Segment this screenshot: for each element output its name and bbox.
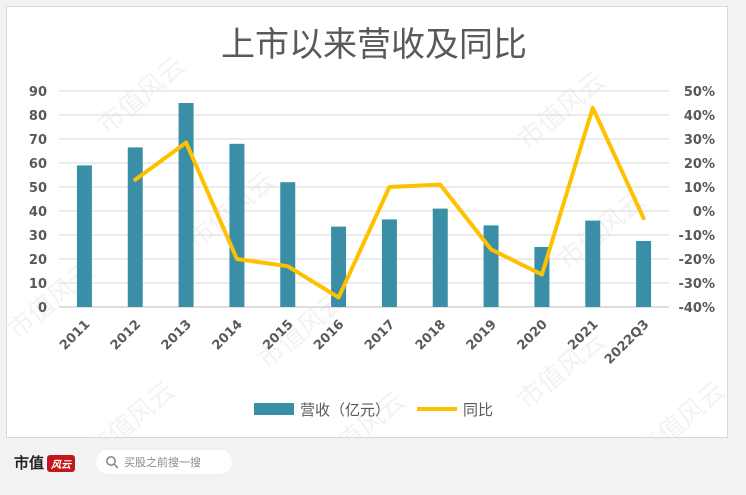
- search-placeholder: 买股之前搜一搜: [124, 456, 201, 469]
- y-axis-left: 0 10 20 30 40 50 60 70 80 90: [29, 85, 47, 316]
- y-left-tick-label: 70: [29, 133, 47, 148]
- grid-lines: [59, 90, 669, 308]
- y-left-tick-label: 30: [29, 229, 47, 244]
- legend: 营收（亿元） 同比: [254, 401, 493, 419]
- x-tick-label: 2017: [362, 317, 398, 353]
- x-tick-label: 2022Q3: [602, 317, 652, 367]
- y-right-tick-label: 0%: [693, 205, 715, 220]
- chart: 市值风云市值风云市值风云市值风云市值风云市值风云市值风云市值风云市值风云市值风云…: [7, 25, 727, 437]
- y-left-tick-label: 60: [29, 157, 47, 172]
- y-left-tick-label: 50: [29, 181, 47, 196]
- y-right-tick-label: 20%: [684, 157, 715, 172]
- y-left-tick-label: 90: [29, 85, 47, 100]
- x-tick-label: 2018: [413, 317, 449, 353]
- bar: [483, 225, 499, 307]
- bar: [76, 165, 92, 307]
- footer: 市值 风云 买股之前搜一搜: [0, 440, 746, 495]
- bar: [432, 208, 448, 307]
- y-right-tick-label: -10%: [678, 229, 715, 244]
- bar: [280, 182, 296, 307]
- brand[interactable]: 市值 风云: [14, 452, 76, 473]
- x-tick-label: 2013: [159, 317, 195, 353]
- y-left-tick-label: 40: [29, 205, 47, 220]
- legend-swatch-bar: [254, 403, 294, 415]
- watermark-text: 市值风云: [632, 376, 727, 437]
- bar: [178, 103, 194, 307]
- bar: [636, 241, 652, 307]
- y-axis-right: -40% -30% -20% -10% 0% 10% 20% 30% 40% 50%: [678, 85, 715, 316]
- y-left-tick-label: 0: [38, 301, 47, 316]
- watermark-text: 市值风云: [512, 66, 611, 156]
- brand-logo: 风云: [47, 455, 76, 472]
- x-tick-label: 2011: [57, 317, 93, 353]
- line-series: [133, 105, 646, 300]
- brand-text: 市值: [14, 454, 45, 472]
- chart-card: 市值风云市值风云市值风云市值风云市值风云市值风云市值风云市值风云市值风云市值风云…: [6, 6, 728, 438]
- y-right-tick-label: 40%: [684, 109, 715, 124]
- bar: [127, 147, 143, 307]
- y-left-tick-label: 80: [29, 109, 47, 124]
- bar: [585, 220, 601, 307]
- chart-title: 上市以来营收及同比: [221, 25, 527, 65]
- x-tick-label: 2019: [464, 317, 500, 353]
- y-right-tick-label: -20%: [678, 253, 715, 268]
- search-icon: [106, 456, 119, 469]
- watermark-text: 市值风云: [92, 51, 191, 141]
- bar: [229, 143, 245, 307]
- y-left-tick-label: 10: [29, 277, 47, 292]
- y-right-tick-label: -40%: [678, 301, 715, 316]
- legend-label-yoy: 同比: [463, 401, 493, 419]
- x-tick-label: 2014: [210, 317, 246, 353]
- y-right-tick-label: 50%: [684, 85, 715, 100]
- watermark-text: 市值风云: [82, 376, 181, 437]
- bar: [381, 219, 397, 307]
- x-tick-label: 2012: [108, 317, 144, 353]
- y-right-tick-label: 30%: [684, 133, 715, 148]
- search-box[interactable]: 买股之前搜一搜: [96, 450, 232, 474]
- watermark-layer: 市值风云市值风云市值风云市值风云市值风云市值风云市值风云市值风云市值风云市值风云: [7, 51, 727, 437]
- x-tick-label: 2020: [515, 317, 551, 353]
- legend-label-revenue: 营收（亿元）: [300, 401, 390, 419]
- y-right-tick-label: 10%: [684, 181, 715, 196]
- y-left-tick-label: 20: [29, 253, 47, 268]
- y-right-tick-label: -30%: [678, 277, 715, 292]
